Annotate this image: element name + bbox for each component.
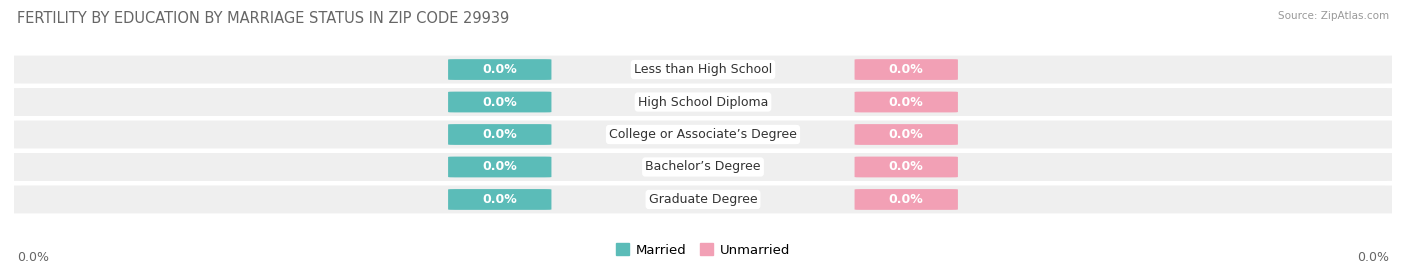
Text: 0.0%: 0.0%: [482, 95, 517, 108]
FancyBboxPatch shape: [0, 153, 1406, 181]
Text: College or Associate’s Degree: College or Associate’s Degree: [609, 128, 797, 141]
FancyBboxPatch shape: [449, 157, 551, 177]
FancyBboxPatch shape: [0, 121, 1406, 148]
FancyBboxPatch shape: [449, 124, 551, 145]
Text: Graduate Degree: Graduate Degree: [648, 193, 758, 206]
Text: 0.0%: 0.0%: [482, 128, 517, 141]
Text: 0.0%: 0.0%: [482, 63, 517, 76]
FancyBboxPatch shape: [855, 157, 957, 177]
Text: Source: ZipAtlas.com: Source: ZipAtlas.com: [1278, 11, 1389, 21]
FancyBboxPatch shape: [449, 92, 551, 112]
Text: 0.0%: 0.0%: [889, 128, 924, 141]
Legend: Married, Unmarried: Married, Unmarried: [610, 238, 796, 262]
Text: 0.0%: 0.0%: [889, 161, 924, 174]
FancyBboxPatch shape: [0, 56, 1406, 83]
Text: 0.0%: 0.0%: [482, 161, 517, 174]
Text: FERTILITY BY EDUCATION BY MARRIAGE STATUS IN ZIP CODE 29939: FERTILITY BY EDUCATION BY MARRIAGE STATU…: [17, 11, 509, 26]
Text: 0.0%: 0.0%: [482, 193, 517, 206]
FancyBboxPatch shape: [855, 59, 957, 80]
Text: 0.0%: 0.0%: [17, 251, 49, 264]
FancyBboxPatch shape: [855, 189, 957, 210]
FancyBboxPatch shape: [449, 189, 551, 210]
Text: 0.0%: 0.0%: [1357, 251, 1389, 264]
Text: 0.0%: 0.0%: [889, 95, 924, 108]
Text: Less than High School: Less than High School: [634, 63, 772, 76]
FancyBboxPatch shape: [0, 186, 1406, 213]
Text: Bachelor’s Degree: Bachelor’s Degree: [645, 161, 761, 174]
Text: 0.0%: 0.0%: [889, 193, 924, 206]
Text: 0.0%: 0.0%: [889, 63, 924, 76]
Text: High School Diploma: High School Diploma: [638, 95, 768, 108]
FancyBboxPatch shape: [0, 88, 1406, 116]
FancyBboxPatch shape: [855, 124, 957, 145]
FancyBboxPatch shape: [855, 92, 957, 112]
FancyBboxPatch shape: [449, 59, 551, 80]
